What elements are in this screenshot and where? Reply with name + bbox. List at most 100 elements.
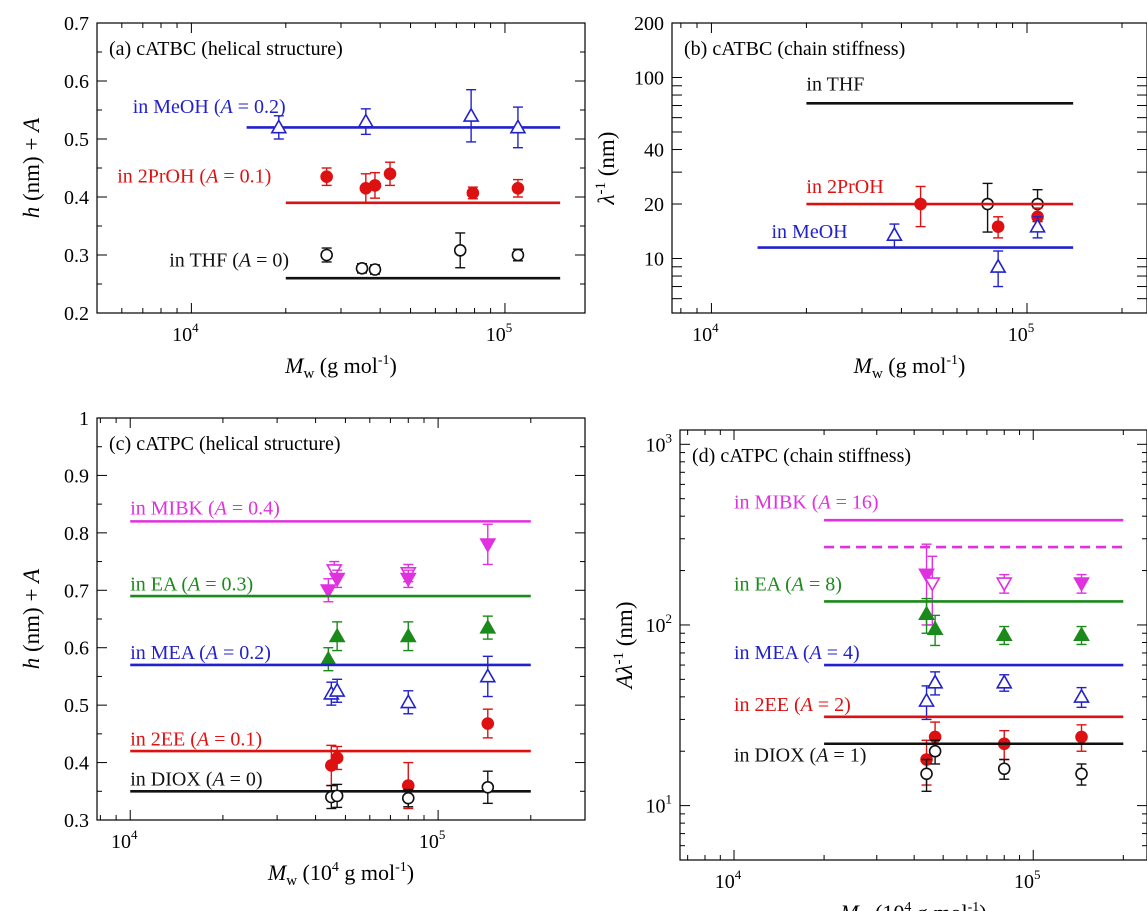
marker-circle	[511, 182, 525, 195]
y-axis-label: h (nm) + A	[19, 568, 44, 669]
series-c-3: in 2EE (A = 0.1)	[130, 708, 531, 810]
data-point	[1073, 573, 1090, 594]
series-label: in MEA (A = 0.2)	[130, 642, 271, 664]
marker-circle	[330, 789, 344, 803]
data-point	[479, 655, 497, 698]
data-point	[466, 186, 480, 200]
data-point	[330, 745, 344, 771]
data-point	[1073, 625, 1090, 646]
series-d-3: in 2EE (A = 2)	[734, 694, 1124, 786]
marker-circle	[991, 220, 1005, 233]
series-b-1: in 2PrOH	[806, 176, 1074, 239]
data-point	[368, 263, 382, 276]
marker-circle	[481, 717, 495, 730]
marker-circle	[368, 263, 382, 276]
marker-triangle-down	[995, 577, 1013, 592]
marker-circle	[383, 167, 397, 181]
series-label: in MEA (A = 4)	[734, 642, 860, 664]
marker-circle	[1075, 730, 1088, 744]
panel-b: 104 105 10 20 40 100 200 (b) cATBC (chain stiff…	[593, 13, 1147, 382]
marker-triangle-up	[479, 667, 497, 683]
panel-title: (c) cATPC (helical structure)	[109, 433, 341, 455]
marker-triangle-up	[926, 673, 944, 689]
plot-frame	[671, 22, 1147, 314]
x-axis-label: Mw (g mol-1)	[853, 353, 966, 382]
data-point	[359, 173, 373, 204]
y-tick-label: 1	[79, 408, 89, 430]
data-point	[997, 729, 1011, 761]
x-tick-label: 104	[692, 320, 719, 346]
marker-circle	[453, 244, 467, 257]
series-b-2: in MeOH	[757, 216, 1074, 288]
panel-title: (a) cATBC (helical structure)	[109, 38, 343, 60]
y-axis-label: h (nm) + A	[19, 117, 44, 218]
data-point	[995, 625, 1013, 646]
data-point	[997, 758, 1011, 780]
y-tick-label: 101	[646, 792, 673, 818]
data-point	[399, 690, 417, 715]
y-tick-label: 0.6	[64, 71, 89, 93]
marker-triangle-down	[479, 538, 497, 553]
data-point	[926, 671, 944, 696]
marker-triangle-down	[328, 572, 346, 588]
y-tick-label: 0.9	[64, 465, 89, 487]
data-point	[481, 708, 495, 739]
data-point	[355, 262, 369, 275]
x-tick-label: 104	[111, 827, 138, 853]
series-label: in 2EE (A = 0.1)	[130, 728, 262, 750]
x-axis-label: Mw (104 g mol-1)	[267, 860, 414, 889]
series-label: in 2EE (A = 2)	[734, 694, 851, 716]
data-point	[509, 106, 527, 149]
marker-circle	[401, 791, 415, 805]
marker-circle	[997, 762, 1011, 776]
x-tick-label: 105	[486, 320, 513, 346]
y-tick-label: 0.7	[64, 13, 89, 35]
marker-circle	[466, 186, 480, 200]
marker-triangle-up	[270, 118, 288, 134]
data-point	[1073, 686, 1090, 709]
x-tick-label: 105	[419, 827, 446, 853]
y-axis-label: λ-1 (nm)	[593, 132, 619, 206]
y-tick-label: 0.7	[64, 580, 89, 602]
data-point	[383, 161, 397, 187]
data-point	[511, 248, 525, 262]
series-a-0: in MeOH (A = 0.2)	[133, 88, 561, 149]
panel-d: 104 105 101 102 103 (d) cATPC (chain stiffnes…	[611, 429, 1147, 911]
marker-circle	[511, 248, 525, 262]
y-tick-label: 20	[644, 194, 664, 216]
marker-triangle-up	[479, 619, 497, 634]
marker-triangle-up	[328, 682, 346, 697]
panel-title: (b) cATBC (chain stiffness)	[684, 38, 905, 60]
series-d-2: in MEA (A = 4)	[734, 642, 1124, 721]
series-c-2: in MEA (A = 0.2)	[130, 642, 531, 715]
marker-triangle-up	[357, 112, 375, 128]
data-point	[981, 182, 994, 233]
y-tick-label: 40	[644, 140, 664, 162]
panel-a: 104 105 0.2 0.3 0.4 0.5 0.6 0.7 (a) cATBC (helic…	[19, 13, 586, 382]
marker-triangle-up	[328, 627, 346, 643]
y-tick-label: 200	[634, 13, 664, 35]
series-label: in THF (A = 0)	[169, 250, 289, 272]
data-point	[995, 673, 1013, 692]
data-point	[1075, 724, 1088, 752]
series-label: in 2PrOH	[806, 176, 883, 198]
marker-triangle-up	[399, 693, 417, 709]
data-point	[511, 178, 525, 198]
data-point	[886, 223, 903, 249]
x-axis-label: Mw (104 g mol-1)	[839, 900, 986, 911]
x-tick-label: 105	[1008, 320, 1035, 346]
data-point	[479, 523, 497, 566]
data-point	[920, 758, 933, 793]
data-point	[399, 621, 417, 652]
marker-triangle-up	[989, 258, 1007, 273]
data-point	[914, 185, 927, 228]
data-point	[1029, 216, 1046, 239]
series-c-0: in MIBK (A = 0.4)	[130, 497, 531, 603]
series-label: in THF	[806, 73, 864, 95]
marker-circle	[320, 248, 333, 262]
data-point	[918, 685, 935, 721]
marker-triangle-down	[918, 568, 935, 584]
series-label: in MIBK (A = 16)	[734, 492, 879, 514]
data-point	[357, 108, 375, 136]
